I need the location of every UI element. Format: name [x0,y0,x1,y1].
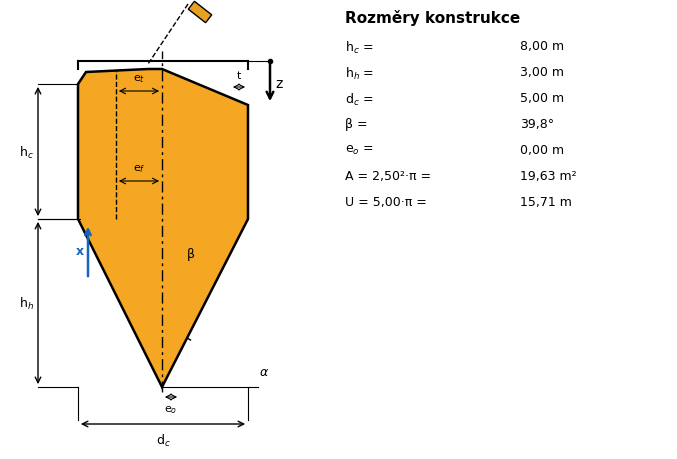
Text: 19,63 m²: 19,63 m² [520,170,577,183]
Text: e$_o$ =: e$_o$ = [345,144,374,157]
Text: 8,00 m: 8,00 m [520,40,564,53]
Text: d$_c$: d$_c$ [156,432,171,448]
Text: 39,8°: 39,8° [520,118,554,131]
Text: d$_c$ =: d$_c$ = [345,92,374,108]
Text: h$_c$: h$_c$ [19,144,34,160]
Text: h$_h$ =: h$_h$ = [345,66,374,82]
Text: h$_c$ =: h$_c$ = [345,40,374,56]
Text: α: α [260,366,268,379]
Text: 5,00 m: 5,00 m [520,92,564,105]
Text: Rozměry konstrukce: Rozměry konstrukce [345,10,520,26]
Text: z: z [275,76,282,90]
Text: A = 2,50²·π =: A = 2,50²·π = [345,170,431,183]
Text: 3,00 m: 3,00 m [520,66,564,79]
Text: e$_o$: e$_o$ [165,403,177,415]
Text: e$_t$: e$_t$ [133,73,145,85]
Text: β: β [187,247,195,260]
Polygon shape [78,70,248,387]
Text: 15,71 m: 15,71 m [520,196,572,208]
Text: 0,00 m: 0,00 m [520,144,564,157]
Text: x: x [76,245,84,258]
Text: t: t [237,71,241,81]
Text: e$_f$: e$_f$ [133,163,146,174]
Polygon shape [188,2,212,24]
Text: β =: β = [345,118,368,131]
Text: h$_h$: h$_h$ [19,295,34,311]
Text: U = 5,00·π =: U = 5,00·π = [345,196,427,208]
